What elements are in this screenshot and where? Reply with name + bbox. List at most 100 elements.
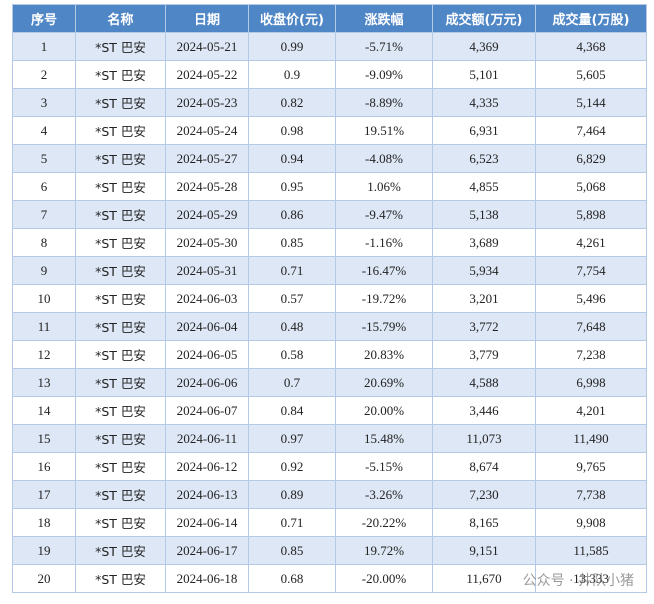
table-cell: 3,779 <box>432 340 536 369</box>
table-cell: 2024-05-28 <box>165 172 249 201</box>
table-cell: 4,368 <box>535 32 647 61</box>
header-cell: 成交量(万股) <box>535 4 647 33</box>
table-cell: 17 <box>12 480 76 509</box>
table-row: 10 *ST 巴安 2024-06-03 0.57 -19.72% 3,201 5,496 <box>12 284 647 313</box>
table-cell: 2024-05-31 <box>165 256 249 285</box>
table-cell: *ST 巴安 <box>75 144 166 173</box>
table-cell: 7,230 <box>432 480 536 509</box>
table-cell: 5,934 <box>432 256 536 285</box>
table-cell: 5,068 <box>535 172 647 201</box>
table-cell: 2024-06-03 <box>165 284 249 313</box>
table-cell: *ST 巴安 <box>75 340 166 369</box>
table-cell: 4,369 <box>432 32 536 61</box>
table-cell: 7 <box>12 200 76 229</box>
header-cell: 收盘价(元) <box>248 4 336 33</box>
table-row: 20 *ST 巴安 2024-06-18 0.68 -20.00% 11,670 13,33… <box>12 564 647 593</box>
table-cell: *ST 巴安 <box>75 60 166 89</box>
table-cell: 5,605 <box>535 60 647 89</box>
table-cell: 3,201 <box>432 284 536 313</box>
table-cell: 0.92 <box>248 452 336 481</box>
table-cell: -9.47% <box>335 200 433 229</box>
table-row: 12 *ST 巴安 2024-06-05 0.58 20.83% 3,779 7,238 <box>12 340 647 369</box>
table-cell: 2024-05-24 <box>165 116 249 145</box>
table-cell: 3,772 <box>432 312 536 341</box>
table-cell: 6,523 <box>432 144 536 173</box>
table-cell: 19 <box>12 536 76 565</box>
table-cell: 2024-06-13 <box>165 480 249 509</box>
table-cell: 19.51% <box>335 116 433 145</box>
table-cell: 20 <box>12 564 76 593</box>
table-cell: 2024-05-29 <box>165 200 249 229</box>
table-cell: 11,490 <box>535 424 647 453</box>
table-row: 13 *ST 巴安 2024-06-06 0.7 20.69% 4,588 6,998 <box>12 368 647 397</box>
table-cell: *ST 巴安 <box>75 32 166 61</box>
table-cell: 4,588 <box>432 368 536 397</box>
table-cell: 2024-06-06 <box>165 368 249 397</box>
table-cell: 2024-06-12 <box>165 452 249 481</box>
table-cell: 15 <box>12 424 76 453</box>
table-cell: *ST 巴安 <box>75 172 166 201</box>
table-cell: *ST 巴安 <box>75 200 166 229</box>
table-cell: 1.06% <box>335 172 433 201</box>
table-cell: 0.7 <box>248 368 336 397</box>
table-cell: *ST 巴安 <box>75 396 166 425</box>
table-cell: 6,998 <box>535 368 647 397</box>
table-cell: 11,073 <box>432 424 536 453</box>
table-cell: 5 <box>12 144 76 173</box>
table-cell: 0.94 <box>248 144 336 173</box>
header-cell: 名称 <box>75 4 166 33</box>
table-cell: 0.85 <box>248 228 336 257</box>
table-row: 18 *ST 巴安 2024-06-14 0.71 -20.22% 8,165 9,908 <box>12 508 647 537</box>
table-cell: 4 <box>12 116 76 145</box>
table-row: 4 *ST 巴安 2024-05-24 0.98 19.51% 6,931 7,464 <box>12 116 647 145</box>
table-cell: 3,446 <box>432 396 536 425</box>
table-cell: -8.89% <box>335 88 433 117</box>
table-cell: 0.99 <box>248 32 336 61</box>
table-cell: 0.71 <box>248 256 336 285</box>
table-cell: 13,333 <box>535 564 647 593</box>
table-cell: 4,201 <box>535 396 647 425</box>
table-cell: 15.48% <box>335 424 433 453</box>
table-row: 17 *ST 巴安 2024-06-13 0.89 -3.26% 7,230 7,738 <box>12 480 647 509</box>
table-cell: *ST 巴安 <box>75 116 166 145</box>
table-row: 2 *ST 巴安 2024-05-22 0.9 -9.09% 5,101 5,605 <box>12 60 647 89</box>
table-cell: 4,855 <box>432 172 536 201</box>
table-cell: 2024-06-14 <box>165 508 249 537</box>
table-row: 5 *ST 巴安 2024-05-27 0.94 -4.08% 6,523 6,829 <box>12 144 647 173</box>
table-cell: 5,898 <box>535 200 647 229</box>
table-row: 6 *ST 巴安 2024-05-28 0.95 1.06% 4,855 5,068 <box>12 172 647 201</box>
table-cell: 2 <box>12 60 76 89</box>
table-cell: *ST 巴安 <box>75 424 166 453</box>
table-cell: 9,908 <box>535 508 647 537</box>
table-cell: 7,464 <box>535 116 647 145</box>
table-cell: *ST 巴安 <box>75 228 166 257</box>
header-cell: 序号 <box>12 4 76 33</box>
table-cell: 9,151 <box>432 536 536 565</box>
table-cell: 11 <box>12 312 76 341</box>
table-cell: 8,165 <box>432 508 536 537</box>
table-cell: 3,689 <box>432 228 536 257</box>
table-cell: 18 <box>12 508 76 537</box>
table-cell: *ST 巴安 <box>75 88 166 117</box>
table-cell: *ST 巴安 <box>75 452 166 481</box>
table-cell: -15.79% <box>335 312 433 341</box>
table-cell: 0.85 <box>248 536 336 565</box>
table-cell: -9.09% <box>335 60 433 89</box>
table-cell: 8 <box>12 228 76 257</box>
table-cell: 8,674 <box>432 452 536 481</box>
table-cell: 5,138 <box>432 200 536 229</box>
table-cell: 5,496 <box>535 284 647 313</box>
table-cell: 10 <box>12 284 76 313</box>
table-cell: 0.48 <box>248 312 336 341</box>
table-cell: 6,931 <box>432 116 536 145</box>
header-cell: 成交额(万元) <box>432 4 536 33</box>
table-cell: 4,335 <box>432 88 536 117</box>
table-cell: *ST 巴安 <box>75 284 166 313</box>
table-cell: 0.84 <box>248 396 336 425</box>
table-body: 1 *ST 巴安 2024-05-21 0.99 -5.71% 4,369 4,368 2 *S… <box>12 32 647 593</box>
table-cell: 11,670 <box>432 564 536 593</box>
table-cell: -4.08% <box>335 144 433 173</box>
table-cell: 7,238 <box>535 340 647 369</box>
table-cell: 2024-06-18 <box>165 564 249 593</box>
